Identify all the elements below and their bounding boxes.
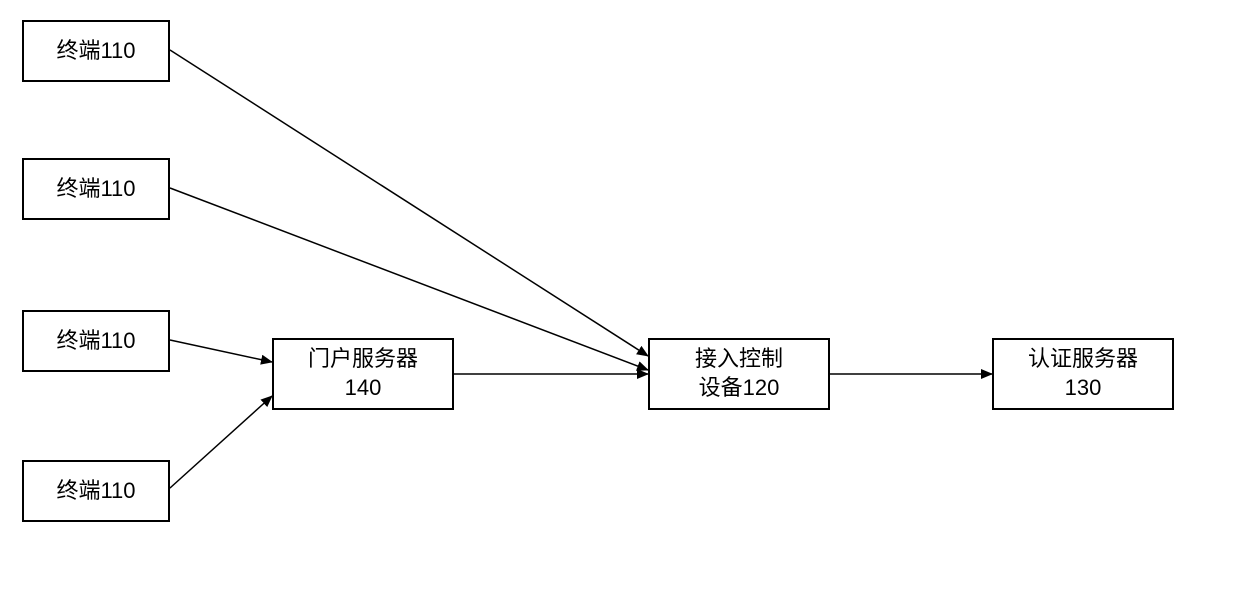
node-label: 终端110: [56, 37, 135, 66]
node-auth: 认证服务器 130: [992, 338, 1174, 410]
node-t4: 终端110: [22, 460, 170, 522]
node-t3: 终端110: [22, 310, 170, 372]
node-label: 认证服务器 130: [1028, 345, 1138, 402]
node-label: 终端110: [56, 477, 135, 506]
edge-3: [170, 396, 272, 488]
diagram-canvas: 终端110 终端110 终端110 终端110 门户服务器 140 接入控制 设备120 认…: [0, 0, 1240, 608]
edge-0: [170, 50, 648, 356]
node-t1: 终端110: [22, 20, 170, 82]
node-access: 接入控制 设备120: [648, 338, 830, 410]
node-label: 终端110: [56, 175, 135, 204]
edge-layer: [0, 0, 1240, 608]
node-label: 终端110: [56, 327, 135, 356]
edge-2: [170, 340, 272, 362]
node-label: 接入控制 设备120: [695, 345, 783, 402]
node-portal: 门户服务器 140: [272, 338, 454, 410]
node-t2: 终端110: [22, 158, 170, 220]
node-label: 门户服务器 140: [308, 345, 418, 402]
